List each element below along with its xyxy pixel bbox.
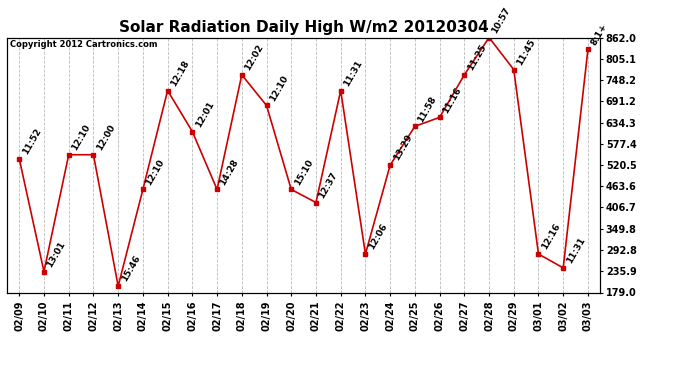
Text: 8:1+: 8:1+: [589, 22, 609, 46]
Text: 13:29: 13:29: [391, 133, 414, 162]
Text: 11:31: 11:31: [564, 236, 586, 265]
Text: 12:10: 12:10: [70, 123, 92, 152]
Text: 11:16: 11:16: [441, 86, 463, 115]
Text: 12:16: 12:16: [540, 222, 562, 251]
Text: 11:31: 11:31: [342, 58, 364, 88]
Text: 11:25: 11:25: [466, 43, 488, 72]
Text: 12:37: 12:37: [317, 170, 339, 200]
Text: 10:57: 10:57: [491, 5, 513, 35]
Text: 12:18: 12:18: [169, 58, 191, 88]
Text: 15:10: 15:10: [293, 158, 315, 187]
Title: Solar Radiation Daily High W/m2 20120304: Solar Radiation Daily High W/m2 20120304: [119, 20, 489, 35]
Text: 12:01: 12:01: [194, 100, 216, 129]
Text: 14:28: 14:28: [219, 157, 241, 187]
Text: 12:10: 12:10: [268, 74, 290, 103]
Text: 12:02: 12:02: [243, 43, 265, 72]
Text: 11:52: 11:52: [21, 127, 43, 156]
Text: 15:46: 15:46: [119, 254, 141, 284]
Text: 12:10: 12:10: [144, 158, 166, 187]
Text: 12:06: 12:06: [367, 222, 389, 251]
Text: 13:01: 13:01: [46, 240, 68, 269]
Text: Copyright 2012 Cartronics.com: Copyright 2012 Cartronics.com: [10, 40, 157, 49]
Text: 12:00: 12:00: [95, 123, 117, 152]
Text: 11:45: 11:45: [515, 38, 538, 67]
Text: 11:58: 11:58: [416, 94, 438, 124]
